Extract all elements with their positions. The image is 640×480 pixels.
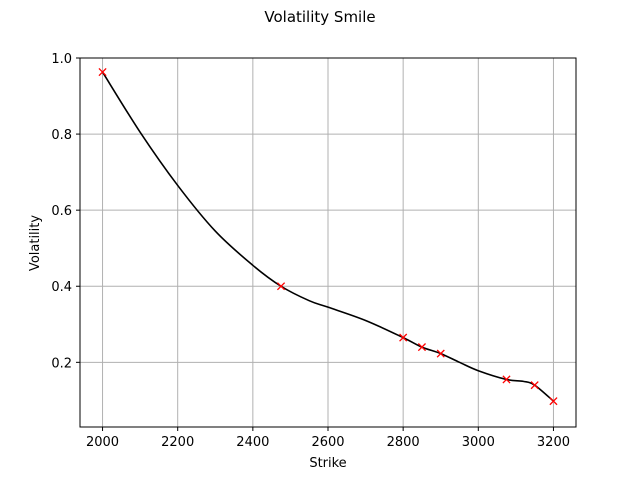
- x-axis-label: Strike: [309, 456, 346, 471]
- y-tick-label: 0.4: [51, 280, 72, 295]
- plot-data: [98, 68, 558, 406]
- data-point-marker: [549, 397, 558, 406]
- y-axis-label: Volatility: [28, 215, 43, 271]
- data-point-marker: [530, 381, 539, 390]
- y-tick-label: 0.6: [51, 204, 72, 219]
- y-tick-label: 0.8: [51, 128, 72, 143]
- x-tick-label: 2400: [236, 435, 269, 450]
- x-tick-label: 2200: [161, 435, 194, 450]
- data-point-marker: [98, 68, 107, 77]
- x-tick-label: 3000: [462, 435, 495, 450]
- x-tick-label: 3200: [537, 435, 570, 450]
- marker-stroke: [98, 68, 107, 77]
- data-point-marker: [399, 333, 408, 342]
- x-tick-label: 2800: [387, 435, 420, 450]
- data-point-marker: [276, 282, 286, 291]
- chart-title: Volatility Smile: [264, 8, 375, 26]
- y-tick-label: 0.2: [51, 356, 72, 371]
- x-tick-label: 2000: [86, 435, 119, 450]
- marker-stroke: [502, 375, 511, 384]
- data-point-marker: [417, 343, 426, 352]
- x-tick-label: 2600: [311, 435, 344, 450]
- marker-stroke: [549, 397, 558, 406]
- marker-stroke: [276, 282, 286, 291]
- ticks: 2000 2200 2400 2600 2800 3000 3200 0.2 0.4 0.6 0.8…: [51, 52, 570, 450]
- marker-stroke: [417, 343, 426, 352]
- marker-stroke: [436, 349, 445, 358]
- marker-stroke: [399, 333, 408, 342]
- y-tick-label: 1.0: [51, 52, 72, 67]
- data-point-marker: [502, 375, 511, 384]
- marker-stroke: [530, 381, 539, 390]
- data-point-marker: [436, 349, 445, 358]
